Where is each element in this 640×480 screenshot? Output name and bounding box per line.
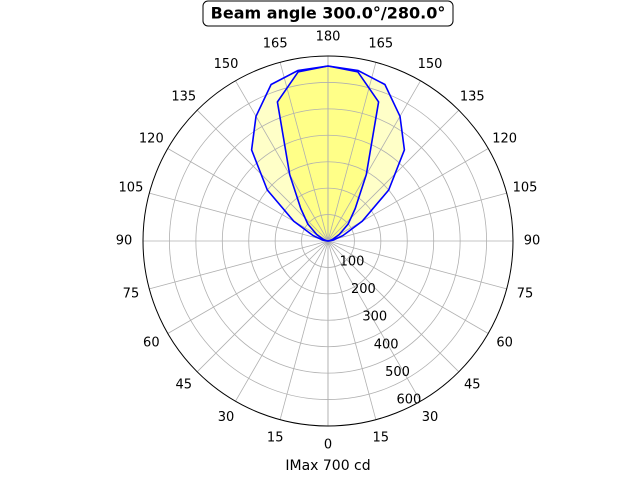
r-tick-label: 600 — [396, 393, 421, 408]
title-box — [202, 0, 454, 27]
theta-tick-label: 165 — [263, 36, 288, 51]
grid-spoke — [235, 80, 329, 242]
grid-spoke — [327, 240, 377, 420]
curve — [327, 65, 380, 242]
theta-tick-label: 90 — [116, 234, 133, 249]
theta-tick-label: 15 — [373, 431, 390, 446]
grid-spoke — [327, 62, 377, 242]
theta-tick-label: 75 — [123, 286, 140, 301]
theta-tick-label: 15 — [267, 431, 284, 446]
grid-spoke — [327, 240, 507, 290]
r-tick-label: 200 — [351, 282, 376, 297]
grid-spoke — [279, 240, 329, 420]
theta-tick-label: 30 — [422, 410, 439, 425]
theta-tick-label: 165 — [368, 36, 393, 51]
theta-tick-label: 120 — [492, 132, 517, 147]
theta-tick-label: 150 — [214, 57, 239, 72]
grid-spoke — [279, 62, 329, 242]
theta-tick-label: 30 — [218, 410, 235, 425]
grid-spoke — [327, 192, 507, 242]
r-tick-label: 100 — [340, 255, 365, 270]
grid-spoke — [235, 240, 329, 402]
r-tick-label: 300 — [362, 310, 387, 325]
grid-spoke — [327, 240, 489, 334]
curve — [276, 65, 329, 242]
theta-tick-label: 45 — [175, 378, 192, 393]
theta-tick-label: 120 — [139, 132, 164, 147]
grid-spoke — [149, 240, 329, 290]
curve — [250, 65, 329, 242]
grid-spoke — [167, 240, 329, 334]
theta-tick-label: 60 — [496, 336, 513, 351]
theta-tick-label: 75 — [517, 286, 534, 301]
theta-tick-label: 60 — [143, 336, 160, 351]
grid-spoke — [149, 192, 329, 242]
theta-tick-label: 180 — [316, 30, 341, 45]
theta-tick-label: 150 — [418, 57, 443, 72]
grid-spoke — [327, 148, 489, 242]
r-tick-label: 400 — [374, 337, 399, 352]
grid-spoke — [327, 240, 421, 402]
theta-tick-label: 135 — [460, 89, 485, 104]
theta-tick-label: 105 — [513, 181, 538, 196]
grid-spoke — [196, 240, 329, 373]
grid-spoke — [327, 80, 421, 242]
theta-tick-label: 135 — [171, 89, 196, 104]
theta-tick-label: 90 — [524, 234, 541, 249]
outer-spine — [142, 55, 514, 427]
chart-title: Beam angle 300.0°/280.0° — [211, 4, 446, 23]
theta-tick-label: 105 — [119, 181, 144, 196]
theta-tick-label: 45 — [464, 378, 481, 393]
theta-tick-label: 0 — [324, 438, 332, 453]
curve — [327, 65, 406, 242]
x-axis-label: IMax 700 cd — [285, 458, 370, 474]
grid-spoke — [167, 148, 329, 242]
grid-spoke — [327, 240, 460, 373]
r-tick-label: 500 — [385, 365, 410, 380]
